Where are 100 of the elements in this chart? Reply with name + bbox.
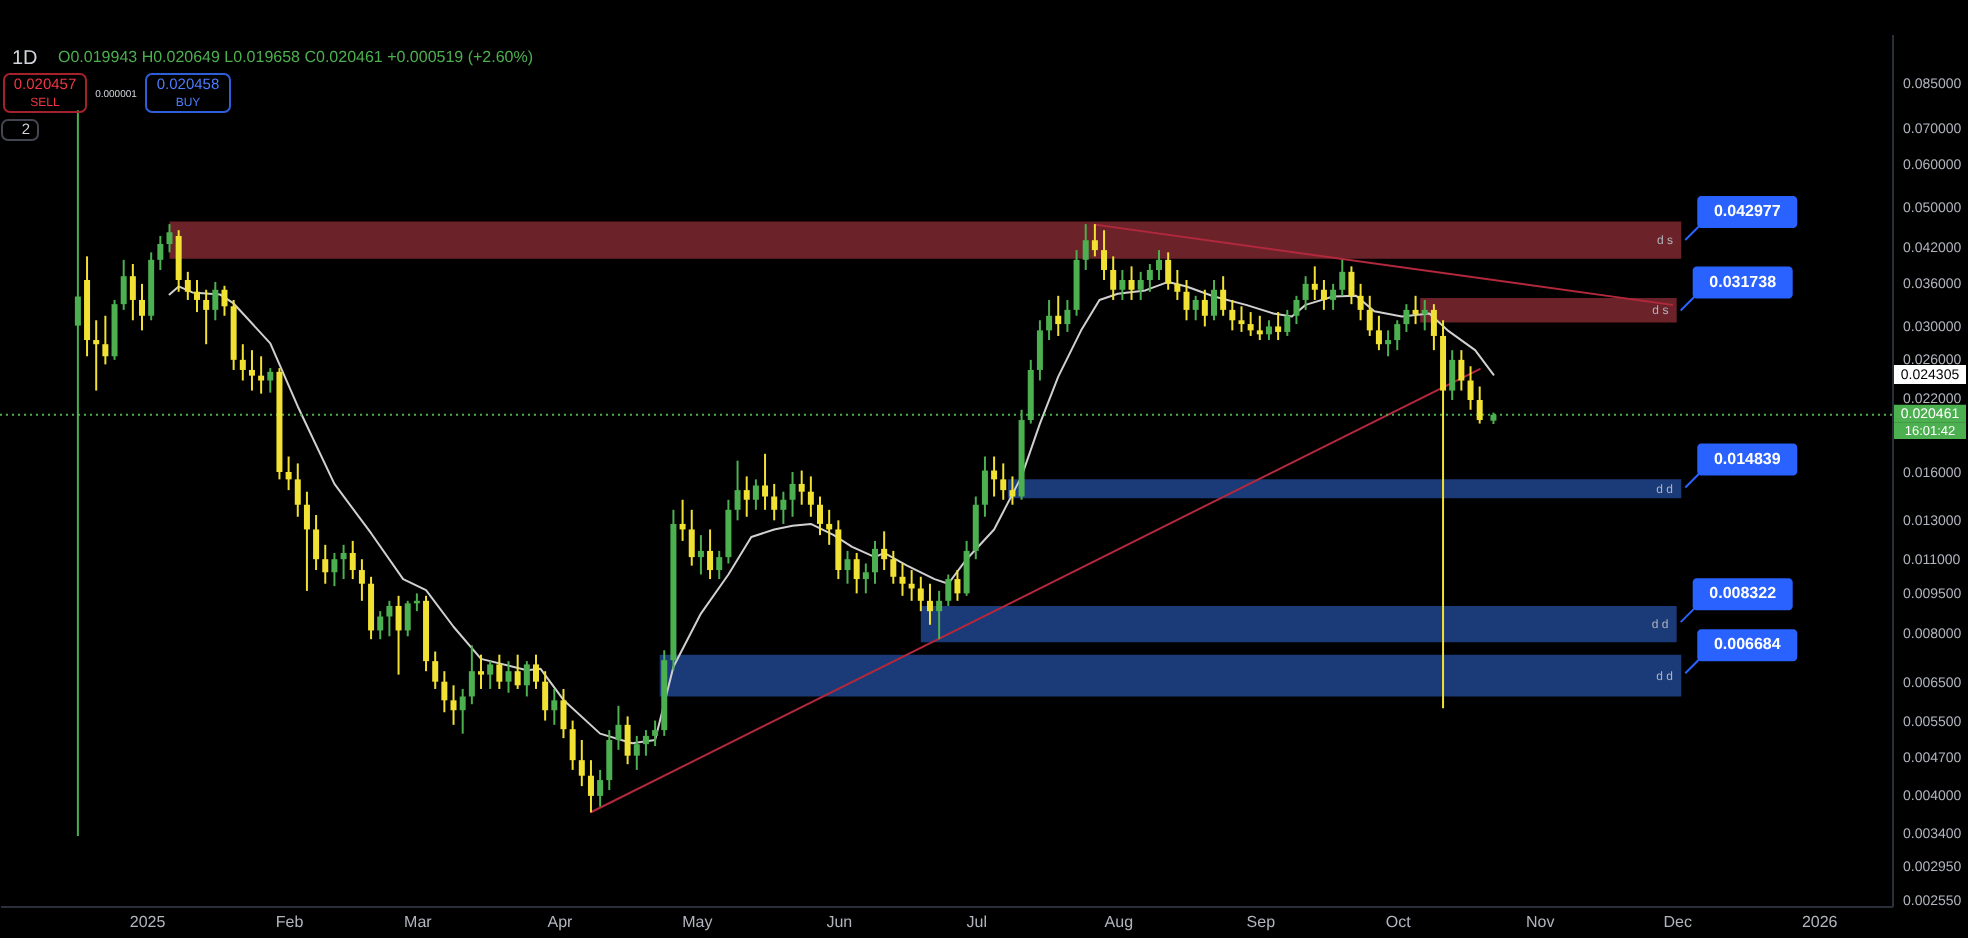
candlestick <box>478 653 485 690</box>
candlestick <box>267 367 274 394</box>
candlestick <box>1284 308 1291 337</box>
annotation: 0.042977 <box>1713 201 1782 220</box>
candlestick <box>1229 298 1236 332</box>
text: O0.019943 H0.020649 L0.019658 C0.020461 +0.000519 (+2.60%) <box>58 48 534 66</box>
candlestick <box>203 288 210 346</box>
candlestick <box>551 687 558 726</box>
candlestick <box>1256 314 1263 342</box>
candlestick <box>1385 329 1392 358</box>
candlestick <box>349 539 356 581</box>
candlestick <box>697 534 704 576</box>
annotation: 0.006684 <box>1713 635 1782 654</box>
candlestick <box>954 569 961 602</box>
candlestick <box>1311 265 1318 301</box>
candlestick <box>193 278 200 314</box>
candlestick <box>1101 229 1108 281</box>
annotation: 0.014839 <box>1713 449 1782 468</box>
candlestick <box>826 508 833 546</box>
candlestick <box>1238 305 1245 333</box>
candlestick <box>1009 475 1016 506</box>
candlestick <box>1055 294 1062 337</box>
candlestick <box>853 551 860 595</box>
candlestick <box>844 549 851 585</box>
annotation: 0.008322 <box>1709 584 1778 603</box>
candlestick <box>1302 275 1309 311</box>
candlestick <box>1412 294 1419 326</box>
candlestick <box>1247 311 1254 337</box>
candlestick <box>780 490 787 525</box>
x-tick-label: 2026 <box>1801 913 1839 931</box>
candlestick <box>817 495 824 537</box>
candlestick <box>184 270 191 301</box>
candlestick <box>652 719 659 748</box>
candlestick <box>166 223 173 254</box>
candlestick <box>716 549 723 581</box>
candlestick <box>606 729 613 792</box>
candlestick <box>725 498 732 565</box>
candlestick <box>221 284 228 317</box>
candlestick <box>505 660 512 694</box>
candlestick <box>157 234 164 271</box>
candlestick <box>1476 385 1483 425</box>
candlestick <box>1128 265 1135 301</box>
candlestick <box>991 455 998 498</box>
candlestick <box>862 562 869 595</box>
candlestick <box>239 343 246 382</box>
candlestick <box>1119 269 1126 301</box>
candlestick <box>487 660 494 690</box>
candlestick <box>1320 278 1327 311</box>
x-tick-label: 2025 <box>129 913 167 931</box>
x-tick-label: Oct <box>1385 913 1413 931</box>
candlestick <box>212 280 219 322</box>
candlestick <box>1036 319 1043 382</box>
candlestick <box>890 549 897 585</box>
candlestick <box>615 704 622 751</box>
candlestick <box>1467 365 1474 411</box>
candlestick <box>597 768 604 808</box>
candlestick <box>963 539 970 597</box>
candlestick <box>468 644 475 706</box>
candlestick <box>743 475 750 518</box>
candlestick <box>1082 223 1089 271</box>
candlestick <box>981 455 988 518</box>
candlestick <box>1165 251 1172 291</box>
x-tick-label: Jun <box>826 913 853 931</box>
candlestick <box>395 594 402 676</box>
candlestick <box>560 687 567 740</box>
candlestick <box>404 599 411 638</box>
candlestick <box>441 670 448 714</box>
candlestick <box>871 539 878 585</box>
candlestick <box>1091 223 1098 258</box>
candlestick <box>175 229 182 293</box>
candlestick <box>514 653 521 690</box>
candlestick <box>972 495 979 561</box>
candlestick <box>569 719 576 771</box>
candlestick <box>331 551 338 588</box>
candlestick <box>1183 278 1190 322</box>
x-tick-label: Sep <box>1246 913 1277 931</box>
candlestick <box>1458 349 1465 392</box>
candlestick <box>1357 282 1364 322</box>
candlestick <box>532 653 539 690</box>
candlestick <box>771 482 778 522</box>
candlestick <box>917 575 924 613</box>
candlestick <box>1156 249 1163 281</box>
candlestick <box>707 528 714 581</box>
x-tick-label: Feb <box>275 913 305 931</box>
candlestick <box>624 715 631 766</box>
candlestick <box>1275 311 1282 342</box>
candlestick <box>340 543 347 581</box>
candlestick <box>1220 275 1227 317</box>
candlestick <box>313 514 320 572</box>
candlestick <box>587 759 594 814</box>
candlestick <box>496 653 503 690</box>
candlestick <box>734 459 741 522</box>
candlestick <box>633 734 640 771</box>
candlestick <box>1192 294 1199 322</box>
candlestick <box>789 470 796 518</box>
candlestick <box>936 589 943 641</box>
candlestick <box>1293 294 1300 326</box>
candlestick <box>798 469 805 506</box>
candlestick <box>139 282 146 332</box>
candlestick <box>368 575 375 641</box>
